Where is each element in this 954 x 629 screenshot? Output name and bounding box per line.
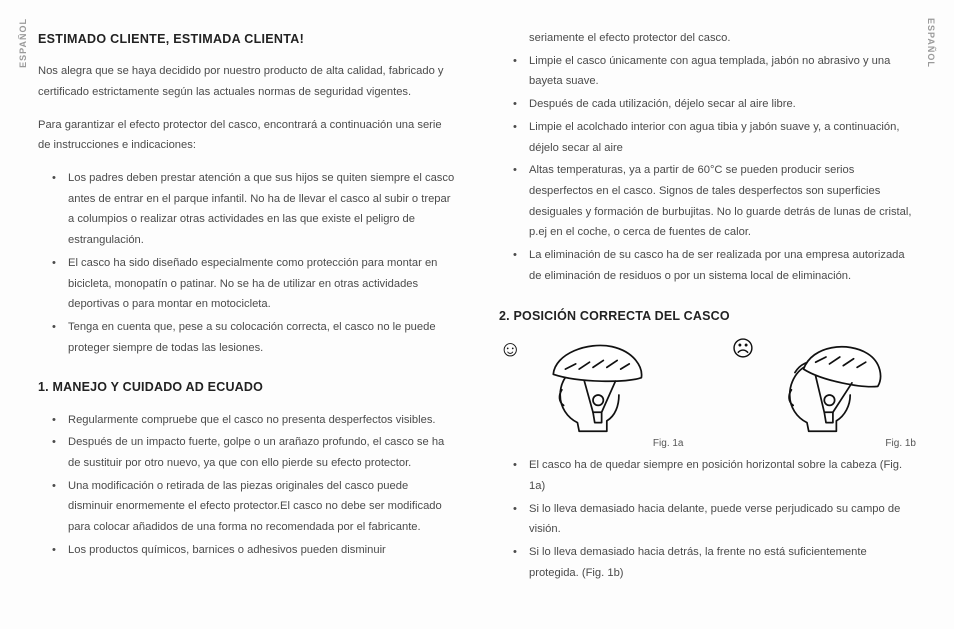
- section-1-continuation-line: seriamente el efecto protector del casco…: [499, 28, 916, 49]
- figure-1a-block: ☺: [499, 338, 684, 454]
- section-1-bullet-item: Limpie el casco únicamente con agua temp…: [499, 51, 916, 92]
- intro-bullet-list: Los padres deben prestar atención a que …: [38, 168, 455, 358]
- smile-icon: ☺: [499, 338, 521, 360]
- section-2-bullet-item: El casco ha de quedar siempre en posició…: [499, 455, 916, 496]
- document-page: ESPAÑOL ESPAÑOL ESTIMADO CLIENTE, ESTIMA…: [0, 0, 954, 629]
- intro-bullet-item: Los padres deben prestar atención a que …: [38, 168, 455, 251]
- language-label-left: ESPAÑOL: [18, 18, 36, 68]
- intro-paragraph-2: Para garantizar el efecto protector del …: [38, 115, 455, 156]
- section-1-bullet-item: Altas temperaturas, ya a partir de 60°C …: [499, 160, 916, 243]
- section-1-bullet-item: La eliminación de su casco ha de ser rea…: [499, 245, 916, 286]
- frown-icon: ☹: [732, 338, 755, 360]
- greeting-heading: ESTIMADO CLIENTE, ESTIMADA CLIENTA!: [38, 28, 455, 51]
- figure-1b-block: ☹: [732, 338, 917, 454]
- intro-paragraph-1: Nos alegra que se haya decidido por nues…: [38, 61, 455, 102]
- column-left: ESTIMADO CLIENTE, ESTIMADA CLIENTA! Nos …: [38, 28, 455, 609]
- section-1-heading: 1. MANEJO Y CUIDADO AD ECUADO: [38, 376, 455, 399]
- figure-1b-caption: Fig. 1b: [732, 435, 917, 454]
- helmet-correct-illustration: [529, 338, 657, 433]
- helmet-incorrect-illustration: [762, 338, 890, 433]
- section-2-heading: 2. POSICIÓN CORRECTA DEL CASCO: [499, 305, 916, 328]
- section-1-bullet-list-b: Limpie el casco únicamente con agua temp…: [499, 51, 916, 287]
- figure-row: ☺: [499, 338, 916, 454]
- section-1-bullet-item: Después de un impacto fuerte, golpe o un…: [38, 432, 455, 473]
- section-1-bullet-item: Limpie el acolchado interior con agua ti…: [499, 117, 916, 158]
- section-1-bullet-item: Después de cada utilización, déjelo seca…: [499, 94, 916, 115]
- section-1-bullet-list-a: Regularmente compruebe que el casco no p…: [38, 410, 455, 561]
- section-1-bullet-item: Los productos químicos, barnices o adhes…: [38, 540, 455, 561]
- section-2-bullet-list: El casco ha de quedar siempre en posició…: [499, 455, 916, 583]
- section-1-bullet-item: Una modificación o retirada de las pieza…: [38, 476, 455, 538]
- section-2-bullet-item: Si lo lleva demasiado hacia detrás, la f…: [499, 542, 916, 583]
- intro-bullet-item: Tenga en cuenta que, pese a su colocació…: [38, 317, 455, 358]
- figure-1a-caption: Fig. 1a: [499, 435, 684, 454]
- language-label-right: ESPAÑOL: [918, 18, 936, 68]
- section-1-bullet-item: Regularmente compruebe que el casco no p…: [38, 410, 455, 431]
- column-right: seriamente el efecto protector del casco…: [499, 28, 916, 609]
- intro-bullet-item: El casco ha sido diseñado especialmente …: [38, 253, 455, 315]
- section-2-bullet-item: Si lo lleva demasiado hacia delante, pue…: [499, 499, 916, 540]
